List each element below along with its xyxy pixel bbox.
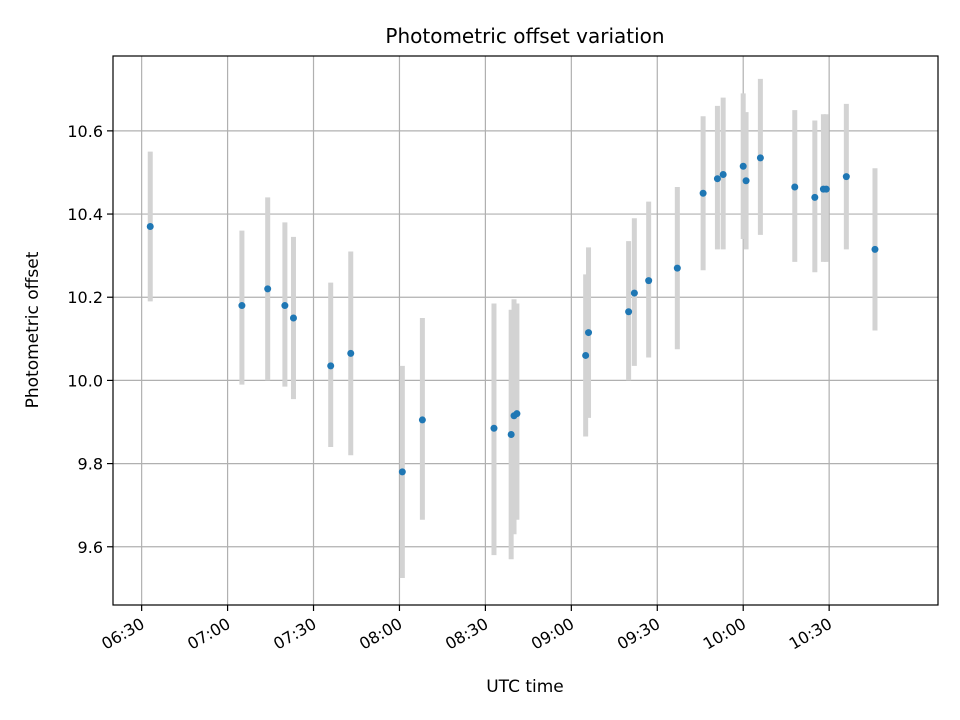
data-point — [871, 245, 879, 253]
data-point — [490, 424, 498, 432]
y-tick-label: 10.6 — [67, 122, 103, 141]
data-point — [756, 154, 764, 162]
data-point — [398, 468, 406, 476]
data-point — [739, 162, 747, 170]
data-point — [289, 314, 297, 322]
y-tick-label: 9.8 — [78, 455, 103, 474]
data-point — [791, 183, 799, 191]
y-tick-label: 10.2 — [67, 288, 103, 307]
data-point — [811, 193, 819, 201]
chart-title: Photometric offset variation — [385, 24, 664, 48]
data-point — [673, 264, 681, 272]
y-axis-label: Photometric offset — [23, 251, 43, 408]
y-tick-label: 10.4 — [67, 205, 103, 224]
data-point — [842, 173, 850, 181]
data-point — [281, 302, 289, 310]
data-point — [742, 177, 750, 185]
data-point — [585, 329, 593, 337]
data-point — [238, 302, 246, 310]
data-point — [719, 171, 727, 179]
y-axis-ticks: 9.6 9.8 10.0 10.2 10.4 10.6 — [67, 122, 113, 557]
grid-lines — [113, 56, 938, 605]
data-point — [645, 277, 653, 285]
data-point — [347, 349, 355, 357]
data-point — [418, 416, 426, 424]
data-points — [146, 154, 879, 476]
data-point — [582, 351, 590, 359]
data-point — [327, 362, 335, 370]
data-point — [513, 410, 521, 418]
x-axis-label: UTC time — [486, 677, 564, 697]
y-tick-label: 9.6 — [78, 538, 103, 557]
data-point — [507, 430, 515, 438]
data-point — [713, 175, 721, 183]
data-point — [630, 289, 638, 297]
data-point — [146, 223, 154, 231]
data-point — [625, 308, 633, 316]
data-point — [264, 285, 272, 293]
y-tick-label: 10.0 — [67, 371, 103, 390]
data-point — [699, 189, 707, 197]
data-point — [822, 185, 830, 193]
plot-area-frame — [112, 55, 939, 606]
